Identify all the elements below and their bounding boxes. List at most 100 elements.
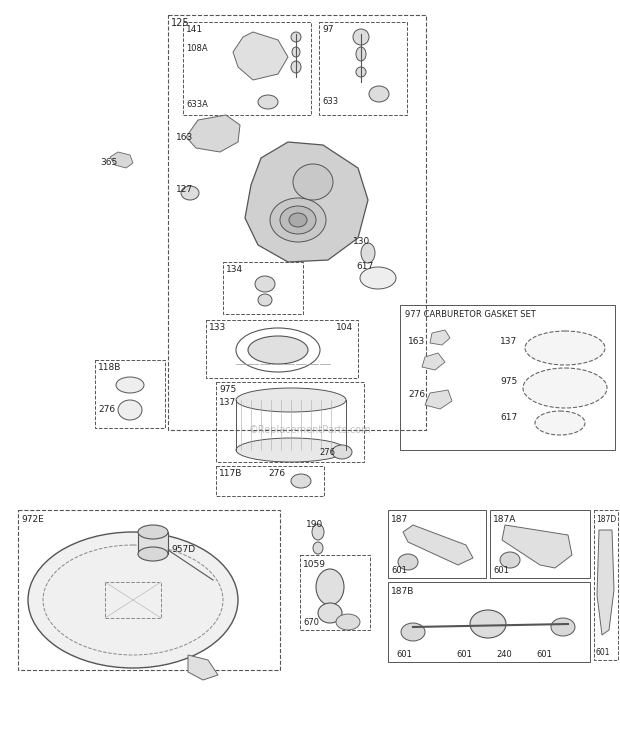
Text: 187A: 187A (493, 515, 516, 524)
Ellipse shape (401, 623, 425, 641)
Ellipse shape (551, 618, 575, 636)
Ellipse shape (116, 377, 144, 393)
Text: 118B: 118B (98, 363, 122, 372)
Text: 601: 601 (493, 566, 509, 575)
Ellipse shape (236, 438, 346, 462)
Polygon shape (233, 32, 288, 80)
Bar (594, 510, 618, 660)
Ellipse shape (258, 294, 272, 306)
Text: 125: 125 (171, 18, 190, 28)
Bar (183, 22, 311, 115)
Polygon shape (110, 152, 133, 168)
Polygon shape (403, 525, 473, 565)
Ellipse shape (332, 445, 352, 459)
Ellipse shape (360, 267, 396, 289)
Ellipse shape (470, 610, 506, 638)
Bar (138, 532, 168, 554)
Bar (216, 382, 364, 462)
Bar (216, 466, 324, 496)
Text: 365: 365 (100, 158, 117, 167)
Ellipse shape (398, 554, 418, 570)
Bar (388, 510, 486, 578)
Bar (95, 360, 165, 428)
Text: 972E: 972E (21, 515, 44, 524)
Ellipse shape (248, 336, 308, 364)
Bar (490, 510, 590, 578)
Bar (105, 582, 161, 618)
Ellipse shape (523, 368, 607, 408)
Ellipse shape (28, 532, 238, 668)
Bar (400, 305, 615, 450)
Text: 137: 137 (500, 337, 517, 346)
Ellipse shape (258, 95, 278, 109)
Text: 163: 163 (408, 337, 425, 346)
Bar (18, 510, 280, 670)
Bar (388, 582, 590, 662)
Text: 276: 276 (319, 448, 335, 457)
Ellipse shape (312, 524, 324, 540)
Ellipse shape (292, 47, 300, 57)
Ellipse shape (535, 411, 585, 435)
Text: 975: 975 (500, 377, 517, 386)
Text: 957D: 957D (171, 545, 195, 554)
Ellipse shape (369, 86, 389, 102)
Text: 601: 601 (536, 650, 552, 659)
Ellipse shape (138, 547, 168, 561)
Ellipse shape (291, 61, 301, 73)
Ellipse shape (291, 474, 311, 488)
Text: 141: 141 (186, 25, 203, 34)
Ellipse shape (291, 32, 301, 42)
Text: 617: 617 (500, 413, 517, 422)
Text: 633A: 633A (186, 100, 208, 109)
Ellipse shape (138, 525, 168, 539)
Ellipse shape (316, 569, 344, 605)
Text: 104: 104 (336, 323, 353, 332)
Ellipse shape (313, 542, 323, 554)
Ellipse shape (353, 29, 369, 45)
Text: 137: 137 (219, 398, 236, 407)
Text: 601: 601 (391, 566, 407, 575)
Text: 187: 187 (391, 515, 408, 524)
Text: 276: 276 (98, 405, 115, 414)
Text: 276: 276 (268, 469, 285, 478)
Text: 187D: 187D (596, 515, 616, 524)
Polygon shape (597, 530, 614, 635)
Bar (206, 320, 358, 378)
Ellipse shape (270, 198, 326, 242)
Bar (223, 262, 303, 314)
Text: 163: 163 (176, 133, 193, 142)
Text: 108A: 108A (186, 44, 208, 53)
Bar (300, 555, 370, 630)
Text: 133: 133 (209, 323, 226, 332)
Polygon shape (186, 115, 240, 152)
Text: 1059: 1059 (303, 560, 326, 569)
Text: 670: 670 (303, 618, 319, 627)
Text: 601: 601 (396, 650, 412, 659)
Text: 977 CARBURETOR GASKET SET: 977 CARBURETOR GASKET SET (405, 310, 536, 319)
Text: 97: 97 (322, 25, 334, 34)
Text: 617: 617 (356, 262, 373, 271)
Polygon shape (425, 390, 452, 409)
Ellipse shape (356, 67, 366, 77)
Text: 276: 276 (408, 390, 425, 399)
Ellipse shape (118, 400, 142, 420)
Polygon shape (430, 330, 450, 345)
Ellipse shape (500, 552, 520, 568)
Polygon shape (245, 142, 368, 262)
Text: 127: 127 (176, 185, 193, 194)
Polygon shape (502, 525, 572, 568)
Bar (319, 22, 407, 115)
Polygon shape (188, 655, 218, 680)
Ellipse shape (356, 47, 366, 61)
Ellipse shape (236, 388, 346, 412)
Polygon shape (422, 353, 445, 370)
Text: 130: 130 (353, 237, 370, 246)
Text: ©ReplacementParts.com: ©ReplacementParts.com (249, 425, 371, 435)
Text: 190: 190 (306, 520, 323, 529)
Ellipse shape (280, 206, 316, 234)
Ellipse shape (289, 213, 307, 227)
Text: 187B: 187B (391, 587, 414, 596)
Text: 633: 633 (322, 97, 338, 106)
Ellipse shape (318, 603, 342, 623)
Text: 601: 601 (596, 648, 611, 657)
